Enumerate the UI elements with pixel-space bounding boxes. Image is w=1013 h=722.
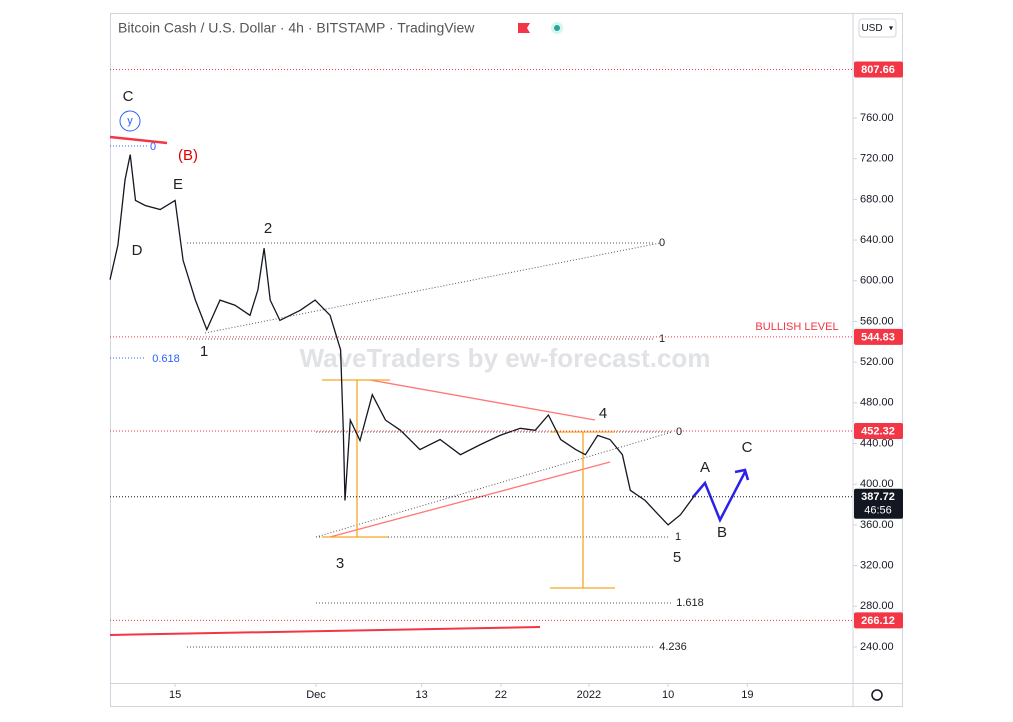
- annotation: BULLISH LEVEL: [755, 321, 838, 333]
- wave-label: 4: [599, 405, 607, 422]
- fib-label: 1: [659, 333, 665, 345]
- settings-icon[interactable]: [871, 689, 883, 701]
- wave-label: E: [173, 176, 183, 193]
- currency-button[interactable]: [858, 18, 897, 38]
- x-tick-label: 13: [416, 689, 428, 701]
- y-tick-label: 400.00: [860, 478, 894, 490]
- fib-trend: [204, 242, 661, 334]
- x-tick-label: 19: [741, 689, 753, 701]
- chart-title: Bitcoin Cash / U.S. Dollar · 4h · BITSTA…: [118, 20, 475, 36]
- x-tick-label: Dec: [306, 689, 326, 701]
- y-tick-label: 520.00: [860, 356, 894, 368]
- fib-label: 0: [659, 237, 665, 249]
- wave-label: C: [123, 88, 134, 105]
- y-tick-label: 280.00: [860, 600, 894, 612]
- y-tick-label: 320.00: [860, 560, 894, 572]
- flag-icon: [518, 23, 530, 33]
- wave-label: 2: [264, 220, 272, 237]
- watermark: WaveTraders by ew-forecast.com: [300, 343, 711, 373]
- wave-label: y: [127, 115, 133, 127]
- arrow-head: [734, 468, 750, 481]
- price-badge-label: 266.12: [861, 615, 895, 627]
- projection: [692, 471, 747, 523]
- triangle-line: [369, 379, 596, 421]
- fib-label: 4.236: [659, 641, 687, 653]
- currency[interactable]: USD: [861, 23, 882, 34]
- fib-label: 0.618: [152, 353, 180, 365]
- y-tick-label: 680.00: [860, 193, 894, 205]
- fib-label: 1.618: [676, 597, 704, 609]
- x-tick-label: 22: [495, 689, 507, 701]
- x-tick-label: 15: [169, 689, 181, 701]
- y-tick-label: 600.00: [860, 275, 894, 287]
- trendline: [109, 135, 168, 145]
- y-tick-label: 720.00: [860, 153, 894, 165]
- fib-trend: [315, 431, 673, 538]
- wave-label: (B): [178, 147, 198, 164]
- y-tick-label: 440.00: [860, 437, 894, 449]
- x-tick-label: 2022: [577, 689, 601, 701]
- fib-label: 0: [150, 141, 156, 153]
- price-badge-label: 544.83: [861, 331, 895, 343]
- last-price-label: 387.72: [861, 491, 895, 503]
- y-tick-label: 480.00: [860, 397, 894, 409]
- circle: [119, 110, 141, 132]
- price-badge: [854, 422, 903, 439]
- y-tick-label: 640.00: [860, 234, 894, 246]
- price-line: [109, 154, 695, 526]
- wave-label: C: [742, 439, 753, 456]
- wave-label: 3: [336, 555, 344, 572]
- wave-label: D: [132, 242, 143, 259]
- y-tick-label: 560.00: [860, 315, 894, 327]
- measure: [322, 379, 615, 589]
- trendline: [109, 626, 541, 636]
- fib-label: 1: [675, 531, 681, 543]
- wave-label: 5: [673, 549, 681, 566]
- y-tick-label: 240.00: [860, 641, 894, 653]
- frame: [110, 13, 903, 707]
- status-dot: [554, 25, 560, 31]
- triangle-line: [329, 461, 611, 538]
- wave-label: A: [700, 459, 710, 476]
- wave-label: 1: [200, 343, 208, 360]
- countdown: 46:56: [864, 505, 892, 517]
- price-badge: [854, 612, 903, 629]
- y-tick-label: 760.00: [860, 112, 894, 124]
- wave-label: B: [717, 524, 727, 541]
- caret: ▾: [889, 24, 893, 33]
- x-tick-label: 10: [662, 689, 674, 701]
- price-badge: [854, 61, 903, 78]
- price-badge-label: 807.66: [861, 64, 895, 76]
- fib-label: 0: [676, 426, 682, 438]
- last-price-badge: [854, 488, 903, 519]
- annotations: Cy (B) E D 2 1 3 4 5 A B C 0 0 1 0.618 0 1 1.618 4.236 BULLI…: [109, 88, 839, 653]
- price-badge-label: 452.32: [861, 425, 895, 437]
- price-badge: [854, 328, 903, 345]
- y-tick-label: 360.00: [860, 519, 894, 531]
